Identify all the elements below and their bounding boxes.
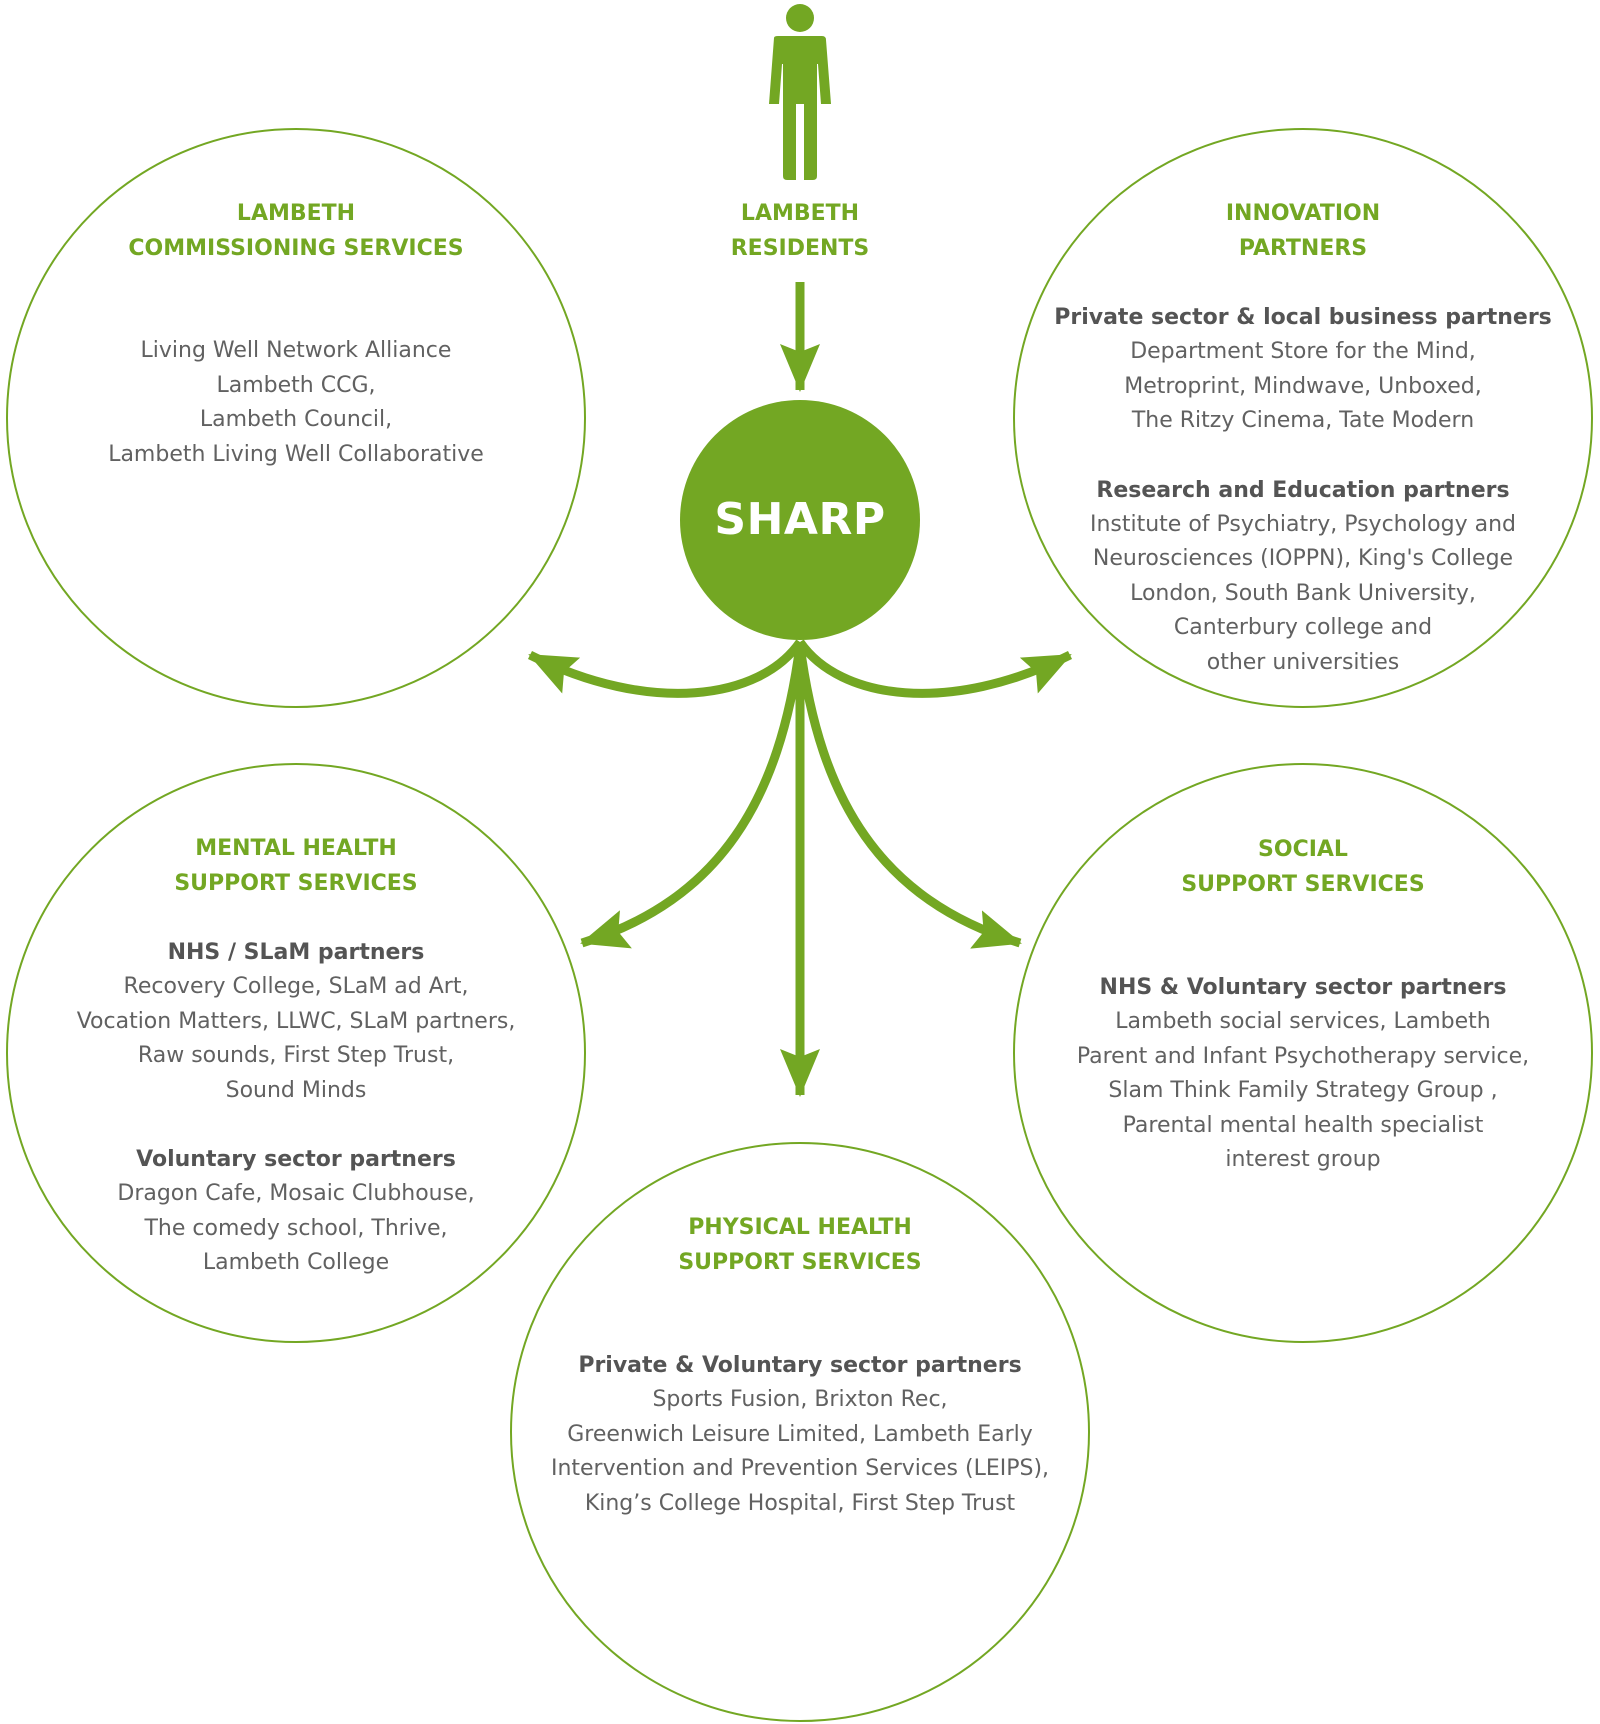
- innovation-group-title: Private sector & local business partners: [1054, 305, 1552, 330]
- mental-health-line: Dragon Cafe, Mosaic Clubhouse,: [117, 1181, 475, 1206]
- innovation-heading: INNOVATION PARTNERS: [1225, 201, 1381, 261]
- mental-health-group-title: Voluntary sector partners: [136, 1147, 456, 1172]
- residents-block: LAMBETH RESIDENTS: [731, 196, 870, 266]
- innovation-line: other universities: [1206, 649, 1400, 675]
- physical-health-line: Sports Fusion, Brixton Rec,: [652, 1387, 948, 1412]
- innovation-line: London, South Bank University,: [1130, 580, 1476, 606]
- mental-health-line: Raw sounds, First Step Trust,: [137, 1043, 455, 1068]
- physical-health-circle: [510, 1142, 1090, 1722]
- commissioning-line: Lambeth CCG,: [216, 372, 376, 398]
- physical-health-line: King’s College Hospital, First Step Trus…: [584, 1490, 1016, 1516]
- arrow-sharp-to-social: [795, 644, 1022, 949]
- commissioning-line: Lambeth Living Well Collaborative: [108, 441, 484, 467]
- social-group-title: NHS & Voluntary sector partners: [1099, 975, 1507, 1000]
- social-line: Parent and Infant Psychotherapy service,: [1076, 1043, 1530, 1069]
- social-line: Lambeth social services, Lambeth: [1115, 1009, 1491, 1034]
- innovation-line: The Ritzy Cinema, Tate Modern: [1131, 408, 1475, 433]
- social-heading: SOCIAL SUPPORT SERVICES: [1181, 837, 1425, 897]
- innovation-line: Canterbury college and: [1173, 615, 1433, 640]
- innovation-line: Metroprint, Mindwave, Unboxed,: [1124, 373, 1482, 399]
- innovation-line: Department Store for the Mind,: [1130, 339, 1476, 364]
- social-circle: [1013, 763, 1593, 1343]
- mental-health-block: MENTAL HEALTH SUPPORT SERVICES NHS / SLa…: [77, 831, 516, 1281]
- mental-health-line: Lambeth College: [202, 1250, 390, 1275]
- social-line: Parental mental health specialist: [1122, 1112, 1484, 1138]
- person-icon: [769, 4, 831, 180]
- mental-health-heading: MENTAL HEALTH SUPPORT SERVICES: [174, 836, 418, 896]
- arrow-sharp-to-innovation: [796, 639, 1073, 698]
- innovation-circle: [1013, 128, 1593, 708]
- innovation-block: INNOVATION PARTNERS Private sector & loc…: [1054, 196, 1552, 680]
- social-block: SOCIAL SUPPORT SERVICES NHS & Voluntary …: [1077, 832, 1529, 1178]
- mental-health-line: Sound Minds: [225, 1077, 367, 1103]
- mental-health-line: Recovery College, SLaM ad Art,: [123, 974, 469, 999]
- innovation-line: Institute of Psychiatry, Psychology and: [1089, 511, 1517, 537]
- physical-health-line: Greenwich Leisure Limited, Lambeth Early: [567, 1421, 1033, 1447]
- innovation-line: Neurosciences (IOPPN), King's College: [1092, 546, 1514, 571]
- residents-heading: LAMBETH RESIDENTS: [730, 201, 870, 261]
- commissioning-heading: LAMBETH COMMISSIONING SERVICES: [128, 201, 464, 261]
- physical-health-group-title: Private & Voluntary sector partners: [578, 1353, 1022, 1378]
- sharp-hub-label: SHARP: [714, 494, 886, 545]
- commissioning-line: Living Well Network Alliance: [140, 338, 452, 363]
- commissioning-circle: [6, 128, 586, 708]
- innovation-group-title: Research and Education partners: [1096, 477, 1510, 503]
- mental-health-group-title: NHS / SLaM partners: [167, 940, 425, 965]
- mental-health-line: Vocation Matters, LLWC, SLaM partners,: [76, 1008, 516, 1034]
- arrow-sharp-to-mental-health: [580, 644, 805, 949]
- physical-health-heading: PHYSICAL HEALTH SUPPORT SERVICES: [678, 1215, 922, 1275]
- physical-health-line: Intervention and Prevention Services (LE…: [550, 1456, 1050, 1481]
- social-line: interest group: [1225, 1147, 1381, 1172]
- commissioning-block: LAMBETH COMMISSIONING SERVICES Living We…: [108, 196, 484, 472]
- mental-health-line: The comedy school, Thrive,: [144, 1215, 448, 1241]
- mental-health-circle: [6, 763, 586, 1343]
- physical-health-block: PHYSICAL HEALTH SUPPORT SERVICES Private…: [551, 1210, 1049, 1521]
- commissioning-line: Lambeth Council,: [199, 407, 393, 432]
- arrow-sharp-to-commissioning: [527, 639, 804, 698]
- sharp-hub-circle: [680, 400, 920, 640]
- social-line: Slam Think Family Strategy Group ,: [1108, 1078, 1498, 1103]
